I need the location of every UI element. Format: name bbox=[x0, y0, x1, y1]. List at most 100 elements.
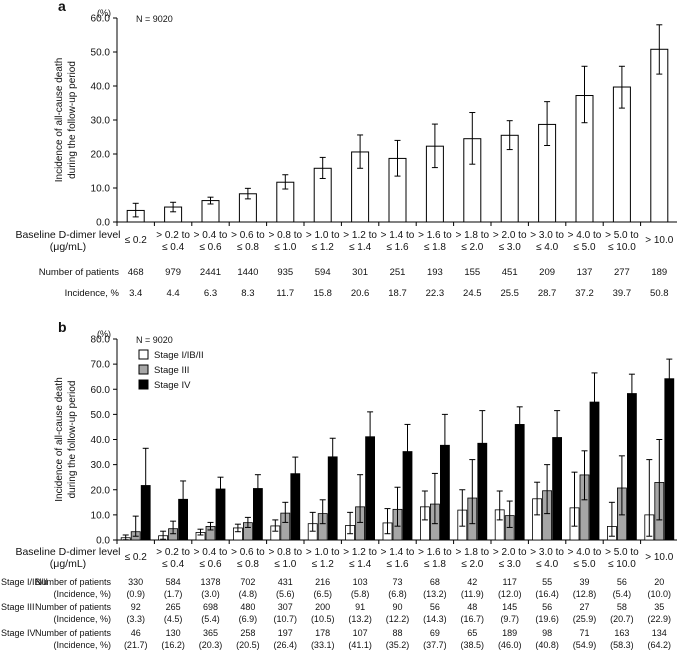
y-tick-label: 70.0 bbox=[91, 360, 111, 371]
table-cell: 2441 bbox=[200, 267, 221, 278]
x-tick-label: > 1.0 to bbox=[306, 547, 340, 558]
table-cell: (58.3) bbox=[610, 640, 634, 650]
table-cell: 1440 bbox=[237, 267, 258, 278]
x-tick-label: ≤ 3.0 bbox=[499, 559, 522, 570]
table-cell: 28.7 bbox=[538, 288, 557, 299]
x-tick-label: > 1.8 to bbox=[455, 547, 489, 558]
table-cell: 258 bbox=[240, 628, 255, 638]
x-tick-label: > 0.4 to bbox=[194, 547, 228, 558]
table-cell: 277 bbox=[614, 267, 630, 278]
table-cell: (1.7) bbox=[164, 589, 183, 599]
table-cell: (3.0) bbox=[201, 589, 220, 599]
table-cell: 90 bbox=[392, 602, 402, 612]
x-tick-label: ≤ 0.6 bbox=[199, 559, 222, 570]
table-cell: 251 bbox=[390, 267, 406, 278]
table-row-label: Number of patients bbox=[39, 267, 120, 278]
table-cell: 189 bbox=[502, 628, 517, 638]
table-cell: (33.1) bbox=[311, 640, 335, 650]
table-cell: (5.4) bbox=[201, 614, 220, 624]
x-tick-label: ≤ 1.6 bbox=[386, 242, 409, 253]
table-stage-label: Stage IV bbox=[1, 628, 36, 638]
n-label: N = 9020 bbox=[136, 14, 173, 24]
x-tick-label: > 1.8 to bbox=[455, 230, 489, 241]
bar bbox=[664, 378, 675, 541]
x-tick-label: ≤ 5.0 bbox=[573, 242, 596, 253]
y-tick-label: 60.0 bbox=[91, 14, 111, 25]
y-tick-label: 30.0 bbox=[91, 460, 111, 471]
x-tick-label: > 2.0 to bbox=[493, 230, 527, 241]
table-cell: (25.9) bbox=[573, 614, 597, 624]
x-tick-label: > 10.0 bbox=[645, 552, 674, 563]
table-cell: 35 bbox=[654, 602, 664, 612]
x-tick-label: > 0.4 to bbox=[194, 230, 228, 241]
table-cell: (10.7) bbox=[274, 614, 298, 624]
legend-swatch bbox=[138, 364, 149, 375]
table-cell: 91 bbox=[355, 602, 365, 612]
table-cell: 22.3 bbox=[426, 288, 445, 299]
table-cell: (19.6) bbox=[535, 614, 559, 624]
table-cell: (40.8) bbox=[535, 640, 559, 650]
x-tick-label: ≤ 10.0 bbox=[608, 559, 636, 570]
table-cell: 216 bbox=[315, 577, 330, 587]
table-cell: 698 bbox=[203, 602, 218, 612]
table-cell: 48 bbox=[467, 602, 477, 612]
x-tick-label: ≤ 1.0 bbox=[274, 242, 297, 253]
table-cell: (9.7) bbox=[500, 614, 519, 624]
table-cell: 130 bbox=[166, 628, 181, 638]
table-cell: 98 bbox=[542, 628, 552, 638]
table-cell: 42 bbox=[467, 577, 477, 587]
x-tick-label: > 3.0 to bbox=[530, 547, 564, 558]
table-cell: (3.3) bbox=[126, 614, 145, 624]
table-cell: 468 bbox=[128, 267, 144, 278]
table-cell: (13.2) bbox=[348, 614, 372, 624]
table-cell: (12.2) bbox=[386, 614, 410, 624]
table-cell: 3.4 bbox=[129, 288, 142, 299]
y-tick-label: 0.0 bbox=[96, 536, 110, 547]
table-cell: 480 bbox=[240, 602, 255, 612]
x-tick-label: > 1.2 to bbox=[343, 547, 377, 558]
table-cell: (16.2) bbox=[161, 640, 185, 650]
x-tick-label: ≤ 0.2 bbox=[125, 235, 148, 246]
table-cell: (6.5) bbox=[313, 589, 332, 599]
table-cell: (20.5) bbox=[236, 640, 260, 650]
table-cell: 56 bbox=[430, 602, 440, 612]
table-cell: (4.8) bbox=[239, 589, 258, 599]
table-cell: 431 bbox=[278, 577, 293, 587]
x-tick-label: > 5.0 to bbox=[605, 230, 639, 241]
y-tick-label: 40.0 bbox=[91, 435, 111, 446]
table-cell: (54.9) bbox=[573, 640, 597, 650]
table-cell: 107 bbox=[353, 628, 368, 638]
x-tick-label: > 0.2 to bbox=[156, 230, 190, 241]
x-tick-label: > 0.6 to bbox=[231, 547, 265, 558]
x-tick-label: ≤ 1.6 bbox=[386, 559, 409, 570]
x-tick-label: ≤ 1.0 bbox=[274, 559, 297, 570]
table-cell: 25.5 bbox=[500, 288, 519, 299]
x-tick-label: > 2.0 to bbox=[493, 547, 527, 558]
x-tick-label: > 0.8 to bbox=[268, 230, 302, 241]
x-tick-label: > 4.0 to bbox=[568, 230, 602, 241]
table-cell: (5.8) bbox=[351, 589, 370, 599]
table-cell: (12.0) bbox=[498, 589, 522, 599]
x-tick-label: ≤ 1.2 bbox=[312, 242, 335, 253]
x-tick-label: ≤ 0.8 bbox=[237, 242, 260, 253]
table-cell: 365 bbox=[203, 628, 218, 638]
x-tick-label: ≤ 1.2 bbox=[312, 559, 335, 570]
table-cell: 92 bbox=[131, 602, 141, 612]
panel-label: a bbox=[58, 0, 66, 14]
table-cell: 163 bbox=[614, 628, 629, 638]
table-row-label: Incidence, % bbox=[65, 288, 120, 299]
table-cell: 103 bbox=[353, 577, 368, 587]
table-cell: 56 bbox=[542, 602, 552, 612]
y-axis-label: during the follow-up period bbox=[67, 381, 78, 499]
table-cell: (5.6) bbox=[276, 589, 295, 599]
x-tick-label: ≤ 0.4 bbox=[162, 242, 185, 253]
x-tick-label: > 1.6 to bbox=[418, 547, 452, 558]
x-tick-label: > 10.0 bbox=[645, 235, 674, 246]
table-cell: 451 bbox=[502, 267, 518, 278]
y-tick-label: 10.0 bbox=[91, 184, 111, 195]
x-tick-label: ≤ 3.0 bbox=[499, 242, 522, 253]
table-cell: (64.2) bbox=[648, 640, 672, 650]
table-cell: 37.2 bbox=[575, 288, 594, 299]
table-cell: 6.3 bbox=[204, 288, 217, 299]
